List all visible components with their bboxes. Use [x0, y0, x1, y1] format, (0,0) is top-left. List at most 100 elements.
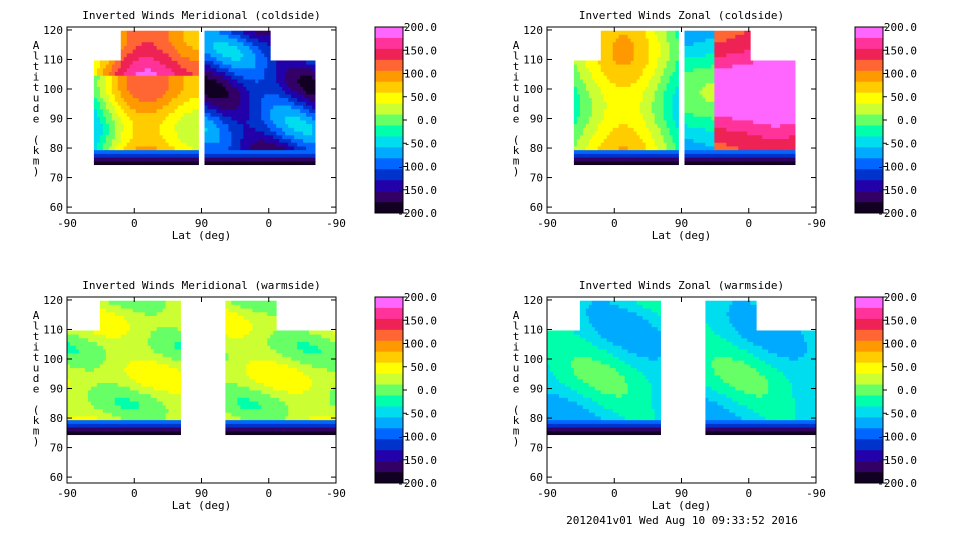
contour-cell — [783, 142, 787, 147]
contour-cell — [624, 90, 629, 95]
contour-cell — [123, 146, 128, 151]
contour-cell — [237, 123, 241, 128]
contour-cell — [711, 142, 715, 147]
contour-cell — [189, 157, 193, 162]
contour-cell — [627, 108, 632, 113]
contour-cell — [687, 108, 691, 113]
contour-cell — [192, 160, 196, 166]
contour-cell — [627, 160, 632, 166]
contour-cell — [747, 131, 751, 136]
contour-cell — [258, 157, 262, 162]
contour-cell — [684, 71, 688, 76]
contour-cell — [777, 123, 781, 128]
contour-cell — [207, 108, 211, 113]
contour-cell — [618, 56, 623, 61]
contour-cell — [189, 120, 193, 125]
contour-cell — [171, 123, 175, 128]
contour-cell — [777, 82, 781, 87]
contour-cell — [783, 64, 787, 69]
contour-cell — [300, 71, 304, 76]
contour-cell — [594, 153, 599, 158]
contour-cell — [603, 45, 608, 50]
contour-cell — [741, 90, 745, 95]
contour-cell — [738, 53, 742, 58]
contour-cell — [270, 160, 274, 166]
contour-cell — [708, 142, 712, 147]
contour-cell — [147, 101, 152, 106]
contour-cell — [135, 93, 140, 99]
contour-cell — [147, 41, 152, 46]
contour-cell — [711, 75, 715, 80]
contour-cell — [159, 75, 164, 80]
contour-cell — [192, 56, 196, 61]
contour-cell — [741, 120, 745, 125]
contour-cell — [633, 75, 638, 80]
contour-cell — [132, 82, 137, 87]
contour-cell — [687, 138, 691, 143]
contour-cell — [756, 64, 760, 69]
contour-cell — [717, 79, 721, 84]
contour-cell — [636, 64, 641, 69]
contour-cell — [651, 90, 655, 95]
contour-cell — [210, 116, 214, 121]
contour-cell — [240, 120, 244, 125]
contour-cell — [105, 149, 110, 154]
contour-cell — [654, 108, 658, 113]
contour-cell — [762, 105, 766, 110]
contour-cell — [621, 90, 626, 95]
contour-cell — [99, 116, 104, 121]
contour-cell — [648, 123, 653, 128]
contour-cell — [693, 108, 697, 113]
contour-cell — [666, 71, 670, 76]
contour-cell — [234, 153, 238, 158]
contour-cell — [156, 38, 161, 43]
contour-cell — [735, 90, 739, 95]
contour-cell — [789, 60, 793, 65]
contour-cell — [126, 146, 131, 151]
contour-cell — [624, 108, 629, 113]
contour-cell — [771, 134, 775, 139]
contour-cell — [114, 108, 119, 113]
contour-cell — [783, 79, 787, 84]
contour-cell — [255, 38, 259, 43]
contour-cell — [165, 60, 170, 65]
contour-cell — [171, 75, 175, 80]
contour-cell — [165, 138, 170, 143]
contour-cell — [672, 34, 676, 39]
contour-cell — [717, 53, 721, 58]
contour-cell — [264, 49, 268, 54]
contour-cell — [693, 112, 697, 117]
contour-cell — [111, 71, 116, 76]
contour-cell — [639, 112, 644, 117]
contour-cell — [219, 120, 223, 125]
contour-cell — [237, 142, 241, 147]
contour-cell — [153, 149, 158, 154]
contour-cell — [642, 123, 647, 128]
contour-cell — [213, 64, 217, 69]
contour-cell — [687, 38, 691, 43]
contour-cell — [669, 34, 673, 39]
contour-cell — [621, 146, 626, 151]
contour-cell — [102, 75, 107, 80]
contour-cell — [654, 64, 658, 69]
contour-cell — [225, 160, 229, 166]
contour-cell — [252, 49, 256, 54]
contour-cell — [708, 93, 712, 99]
contour-cell — [126, 131, 131, 136]
contour-cell — [204, 153, 208, 158]
contour-cell — [222, 112, 226, 117]
contour-cell — [648, 45, 653, 50]
x-tick-label: 0 — [611, 217, 618, 230]
contour-cell — [726, 34, 730, 39]
contour-cell — [288, 64, 292, 69]
contour-cell — [579, 146, 584, 151]
contour-cell — [67, 430, 71, 436]
contour-cell — [177, 75, 181, 80]
contour-cell — [195, 127, 199, 132]
contour-cell — [162, 101, 167, 106]
contour-cell — [216, 45, 220, 50]
contour-cell — [222, 93, 226, 99]
contour-cell — [252, 75, 256, 80]
contour-cell — [270, 123, 274, 128]
contour-cell — [615, 86, 620, 91]
